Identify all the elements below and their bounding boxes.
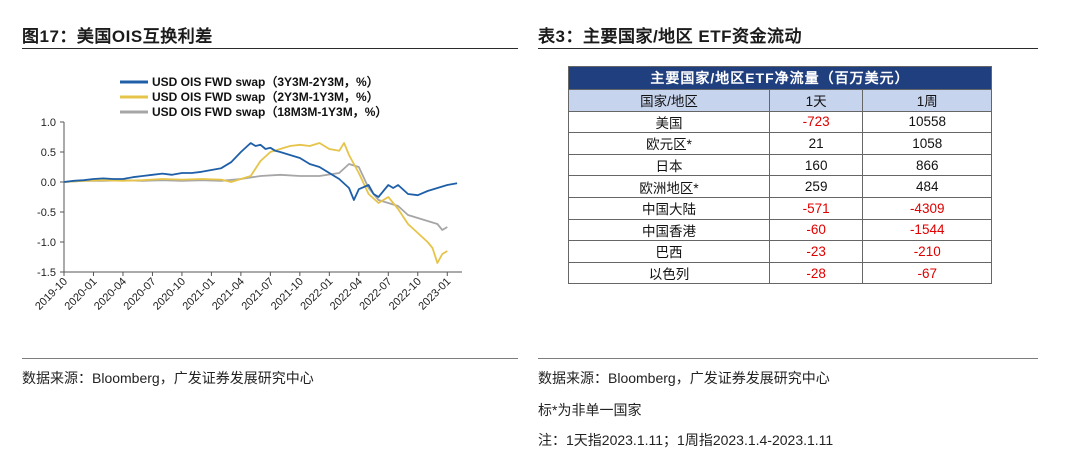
cell-day: 259 [768, 175, 864, 198]
y-tick-label: 0.0 [41, 177, 56, 189]
cell-day: 160 [768, 153, 864, 177]
etf-flow-table: 主要国家/地区ETF净流量（百万美元） 国家/地区 1天 1周 美国 -723 10… [568, 66, 992, 285]
y-tick-label: -1.5 [37, 267, 56, 279]
cell-week: 10558 [862, 110, 992, 134]
header-region: 国家/地区 [568, 89, 770, 112]
cell-region: 中国大陆 [568, 196, 770, 220]
y-tick-label: 1.0 [41, 117, 56, 129]
header-day: 1天 [768, 89, 864, 112]
cell-day: -723 [768, 110, 864, 134]
legend-label: USD OIS FWD swap（3Y3M-2Y3M，%） [152, 74, 379, 89]
legend-label: USD OIS FWD swap（18M3M-1Y3M，%） [152, 104, 387, 119]
cell-week: -4309 [862, 196, 992, 220]
cell-region: 巴西 [568, 240, 770, 263]
series-line-3 [63, 163, 448, 231]
y-tick-label: -1.0 [37, 237, 56, 249]
cell-region: 美国 [568, 110, 770, 134]
chart-source: 数据来源：Bloomberg，广发证券发展研究中心 [22, 370, 314, 386]
header-week: 1周 [862, 89, 992, 112]
cell-region: 以色列 [568, 261, 770, 285]
table-title: 表3：主要国家/地区 ETF资金流动 [538, 27, 803, 46]
series-line-1 [63, 142, 458, 201]
cell-region: 日本 [568, 153, 770, 177]
cell-day: 21 [768, 132, 864, 155]
table-header-row: 国家/地区 1天 1周 [568, 89, 992, 112]
table-row: 欧洲地区* 259 484 [568, 175, 992, 198]
table-row: 欧元区* 21 1058 [568, 132, 992, 155]
table-row: 美国 -723 10558 [568, 110, 992, 134]
table-panel: 表3：主要国家/地区 ETF资金流动 主要国家/地区ETF净流量（百万美元） 国… [538, 0, 1080, 469]
series-line-2 [63, 142, 448, 264]
table-note-star: 标*为非单一国家 [538, 402, 642, 418]
cell-region: 欧洲地区* [568, 175, 770, 198]
cell-week: -1544 [862, 218, 992, 242]
chart-title: 图17：美国OIS互换利差 [22, 27, 213, 46]
x-tick-label: 2023-01 [416, 276, 453, 313]
cell-week: -210 [862, 240, 992, 263]
chart-panel: 图17：美国OIS互换利差 1.0 0.5 0.0 -0.5 -1.0 -1.5 2019-… [0, 0, 520, 469]
ois-line-chart: 1.00.50.0-0.5-1.0-1.52019-102020-012020-… [33, 74, 462, 313]
cell-week: -67 [862, 261, 992, 285]
table-row: 中国大陆 -571 -4309 [568, 196, 992, 220]
table-row: 以色列 -28 -67 [568, 261, 992, 285]
y-tick-label: 0.5 [41, 147, 56, 159]
table-row: 日本 160 866 [568, 153, 992, 177]
table-row: 中国香港 -60 -1544 [568, 218, 992, 242]
table-title-rule [538, 48, 1038, 49]
cell-week: 484 [862, 175, 992, 198]
cell-week: 1058 [862, 132, 992, 155]
cell-week: 866 [862, 153, 992, 177]
chart-title-rule [22, 48, 518, 49]
table-caption: 主要国家/地区ETF净流量（百万美元） [568, 66, 992, 90]
table-note-period: 注：1天指2023.1.11；1周指2023.1.4-2023.1.11 [538, 432, 834, 448]
y-tick-label: -0.5 [37, 207, 56, 219]
cell-region: 中国香港 [568, 218, 770, 242]
cell-day: -28 [768, 261, 864, 285]
cell-day: -23 [768, 240, 864, 263]
table-bottom-rule [538, 358, 1038, 359]
table-row: 巴西 -23 -210 [568, 240, 992, 263]
table-source: 数据来源：Bloomberg，广发证券发展研究中心 [538, 370, 830, 386]
cell-day: -60 [768, 218, 864, 242]
legend-label: USD OIS FWD swap（2Y3M-1Y3M，%） [152, 89, 379, 104]
cell-region: 欧元区* [568, 132, 770, 155]
cell-day: -571 [768, 196, 864, 220]
chart-bottom-rule [22, 358, 518, 359]
